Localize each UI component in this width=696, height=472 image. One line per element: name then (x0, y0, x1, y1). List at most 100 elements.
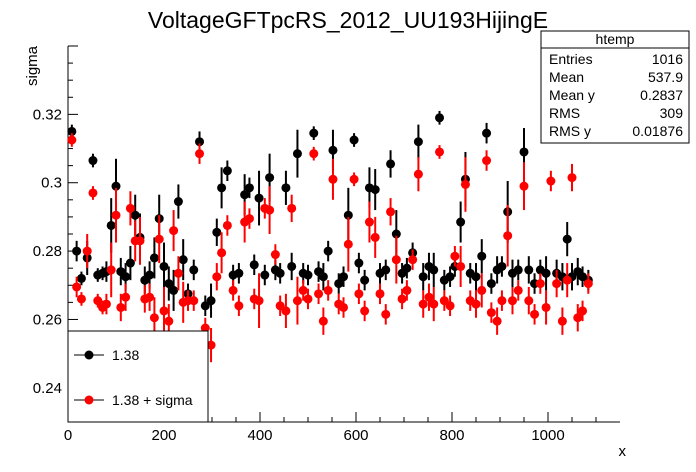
legend-marker-1 (84, 350, 94, 360)
data-point (314, 289, 324, 299)
data-point (524, 265, 534, 275)
legend-marker-2 (84, 395, 94, 405)
stats-value-rms: 309 (660, 105, 684, 121)
stats-box-frame (540, 30, 690, 144)
data-point (88, 188, 98, 198)
data-point (206, 296, 216, 306)
data-point (164, 279, 174, 289)
y-ticks: 0.24 0.26 0.28 0.3 0.32 (33, 45, 78, 423)
data-point (270, 250, 280, 260)
data-point (72, 246, 82, 256)
data-point (217, 248, 227, 258)
data-point (287, 203, 297, 213)
data-point (334, 279, 344, 289)
legend-box (67, 330, 209, 423)
data-point (541, 302, 551, 312)
data-point (234, 268, 244, 278)
data-point (354, 258, 364, 268)
data-point (88, 156, 98, 166)
data-point (303, 270, 313, 280)
data-point (217, 183, 227, 193)
data-point (135, 236, 145, 246)
data-point (287, 261, 297, 271)
data-point (349, 135, 359, 145)
data-point (450, 251, 460, 261)
data-point (93, 296, 103, 306)
data-point (164, 316, 174, 326)
data-point (281, 306, 291, 316)
data-point (323, 246, 333, 256)
y-tick-label: 0.26 (33, 311, 62, 328)
data-point (244, 183, 254, 193)
data-point (195, 149, 205, 159)
data-point (121, 272, 131, 282)
data-point (159, 261, 169, 271)
data-point (402, 285, 412, 295)
data-point (121, 292, 131, 302)
data-point (265, 205, 275, 215)
x-tick-label: 800 (439, 427, 464, 444)
data-point (222, 220, 232, 230)
data-point (281, 183, 291, 193)
data-point (178, 255, 188, 265)
stats-value-mean: 537.9 (648, 69, 683, 85)
data-point (460, 179, 470, 189)
data-point (292, 149, 302, 159)
data-point (519, 181, 529, 191)
data-point (486, 308, 496, 318)
data-point (200, 301, 210, 311)
data-point (557, 316, 567, 326)
data-point (234, 301, 244, 311)
data-point (482, 128, 492, 138)
x-tick-label: 600 (343, 427, 368, 444)
data-point (145, 292, 155, 302)
x-axis-label: x (619, 443, 627, 460)
data-point (429, 265, 439, 275)
data-point (328, 174, 338, 184)
data-point (370, 185, 380, 195)
data-point (173, 197, 183, 207)
data-point (149, 253, 159, 263)
x-ticks: 0 200 400 600 800 1000 (64, 412, 597, 444)
data-point (578, 306, 588, 316)
data-point (386, 207, 396, 217)
series-layer (67, 110, 593, 363)
stats-label-entries: Entries (549, 51, 593, 67)
data-point (200, 323, 210, 333)
data-point (507, 296, 517, 306)
data-point (482, 156, 492, 166)
data-point (503, 231, 513, 241)
data-point (343, 239, 353, 249)
data-point (445, 301, 455, 311)
data-point (72, 282, 82, 292)
data-point (76, 273, 86, 283)
data-point (562, 275, 572, 285)
stats-value-rms-y: 0.01876 (632, 123, 683, 139)
data-point (106, 220, 116, 230)
data-point (477, 251, 487, 261)
data-point (228, 285, 238, 295)
data-point (562, 234, 572, 244)
data-point (309, 149, 319, 159)
data-point (206, 340, 216, 350)
data-point (189, 296, 199, 306)
data-point (292, 296, 302, 306)
data-point (111, 210, 121, 220)
data-point (169, 285, 179, 295)
data-point (130, 210, 140, 220)
data-point (386, 159, 396, 169)
y-axis-label: sigma (24, 45, 41, 86)
data-point (254, 193, 264, 203)
x-tick-label: 1000 (531, 427, 564, 444)
data-point (111, 181, 121, 191)
data-point (552, 279, 562, 289)
data-point (546, 176, 556, 186)
stats-label-mean: Mean (549, 69, 584, 85)
data-point (471, 272, 481, 282)
data-point (486, 279, 496, 289)
y-tick-label: 0.32 (33, 106, 62, 123)
data-point (82, 246, 92, 256)
data-point (418, 299, 428, 309)
data-point (169, 226, 179, 236)
